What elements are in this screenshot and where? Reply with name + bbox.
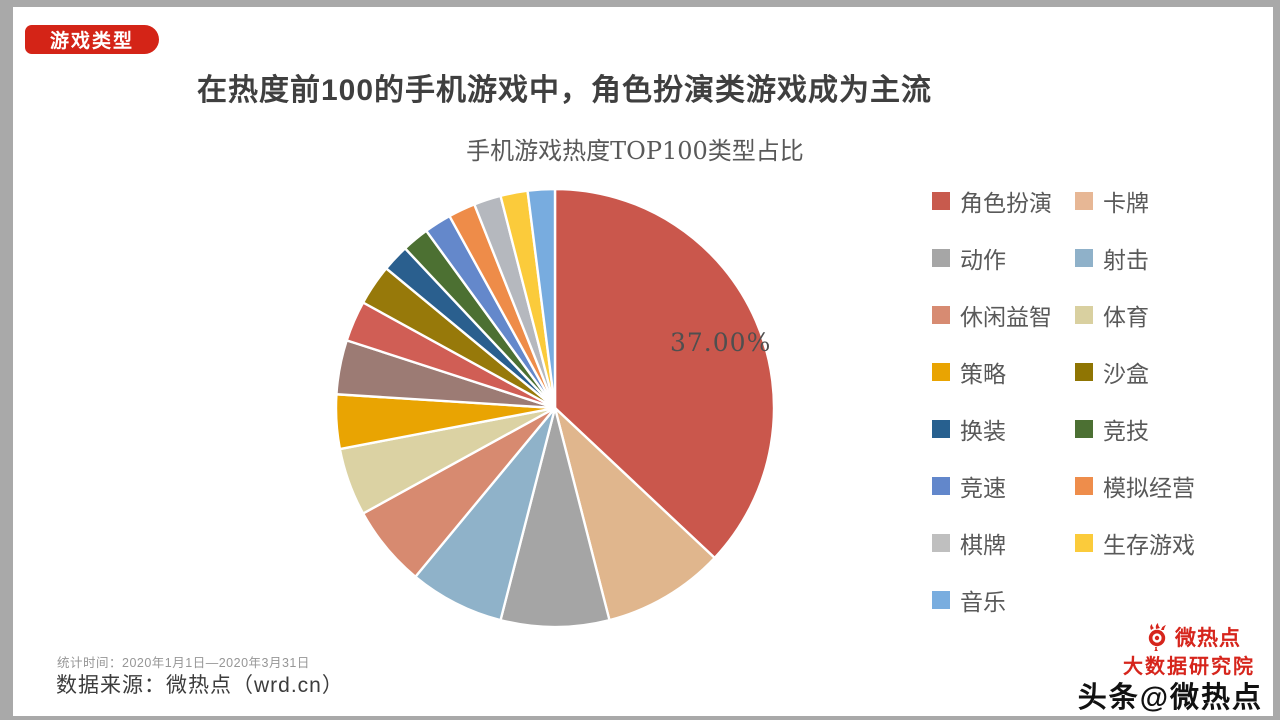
legend-item: 角色扮演: [932, 172, 1075, 229]
slide: 游戏类型 在热度前100的手机游戏中，角色扮演类游戏成为主流 手机游戏热度TOP…: [13, 7, 1273, 716]
brand-social-handle: 头条@微热点: [1077, 682, 1263, 714]
legend-item: 换装: [932, 400, 1075, 457]
chart-title: 手机游戏热度TOP100类型占比: [466, 137, 804, 165]
legend-swatch: [932, 590, 950, 609]
legend-swatch: [1075, 419, 1093, 438]
legend-swatch: [1075, 533, 1093, 552]
legend-item: 射击: [1075, 229, 1195, 286]
page-title: 在热度前100的手机游戏中，角色扮演类游戏成为主流: [197, 74, 933, 107]
legend-swatch: [1075, 191, 1093, 210]
legend-label: 角色扮演: [960, 190, 1052, 217]
legend-swatch: [1075, 362, 1093, 381]
legend-item: 模拟经营: [1075, 457, 1195, 514]
legend-label: 动作: [960, 247, 1006, 274]
pie-chart: [334, 187, 776, 629]
pie-slice-卡牌: [553, 406, 716, 622]
legend-item: 休闲益智: [932, 286, 1075, 343]
legend-item: 生存游戏: [1075, 514, 1195, 571]
legend-swatch: [1075, 476, 1093, 495]
legend-swatch: [932, 191, 950, 210]
brand-logo-text: 微热点: [1175, 627, 1241, 650]
category-badge: 游戏类型: [25, 25, 159, 54]
legend-label: 生存游戏: [1103, 532, 1195, 559]
legend-label: 休闲益智: [960, 304, 1052, 331]
legend-label: 体育: [1103, 304, 1149, 331]
legend-item: 体育: [1075, 286, 1195, 343]
legend-label: 沙盒: [1103, 361, 1149, 388]
legend-swatch: [932, 362, 950, 381]
weiredian-flame-icon: [1148, 623, 1166, 651]
legend-swatch: [1075, 248, 1093, 267]
legend-swatch: [932, 305, 950, 324]
brand-logo-row: 微热点: [1078, 623, 1241, 651]
legend-swatch: [932, 419, 950, 438]
legend-swatch: [932, 248, 950, 267]
branding-block: 微热点 大数据研究院 头条@微热点: [1077, 623, 1263, 714]
legend-item: 竞速: [932, 457, 1075, 514]
legend-item: 策略: [932, 343, 1075, 400]
legend-swatch: [1075, 305, 1093, 324]
data-source-label: 数据来源：微热点（wrd.cn）: [56, 674, 344, 697]
stat-time-label: 统计时间：2020年1月1日—2020年3月31日: [57, 656, 310, 670]
legend-label: 换装: [960, 418, 1006, 445]
legend-label: 音乐: [960, 589, 1006, 616]
legend-swatch: [932, 476, 950, 495]
legend-item: 音乐: [932, 571, 1075, 628]
pie-slice-角色扮演: [553, 187, 776, 560]
legend-item: 竞技: [1075, 400, 1195, 457]
category-badge-label: 游戏类型: [49, 31, 134, 52]
pie-slice-音乐: [526, 187, 557, 410]
legend-label: 竞技: [1103, 418, 1149, 445]
legend-swatch: [932, 533, 950, 552]
legend-label: 模拟经营: [1103, 475, 1195, 502]
pie-data-label: 37.00%: [670, 328, 772, 357]
legend-item: 棋牌: [932, 514, 1075, 571]
legend-item: 沙盒: [1075, 343, 1195, 400]
legend-label: 策略: [960, 361, 1006, 388]
legend-label: 卡牌: [1103, 190, 1149, 217]
legend-item: 卡牌: [1075, 172, 1195, 229]
brand-org-text: 大数据研究院: [1123, 656, 1255, 678]
legend-label: 竞速: [960, 475, 1006, 502]
legend-label: 射击: [1103, 247, 1149, 274]
pie-slice-动作: [499, 406, 611, 629]
legend-label: 棋牌: [960, 532, 1006, 559]
legend-item: 动作: [932, 229, 1075, 286]
legend: 角色扮演 卡牌动作 射击休闲益智 体育策略 沙盒换装 竞技竞速 模拟经营棋牌 生存游戏音乐: [932, 172, 1195, 628]
pie-chart-area: [333, 186, 777, 630]
